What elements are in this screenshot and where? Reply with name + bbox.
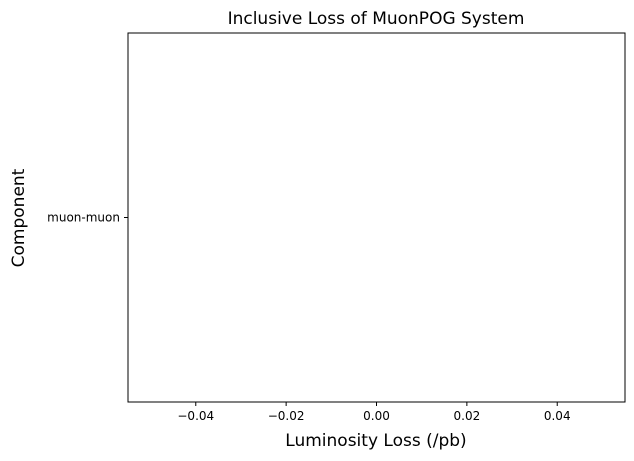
plot-frame bbox=[127, 32, 626, 403]
x-axis-label: Luminosity Loss (/pb) bbox=[285, 431, 466, 451]
y-axis: muon-muon bbox=[47, 211, 128, 225]
y-axis-label: Component bbox=[9, 168, 29, 267]
x-tick-label: 0.04 bbox=[544, 409, 571, 423]
x-axis: −0.04 −0.02 0.00 0.02 0.04 bbox=[177, 402, 571, 423]
y-tick-label: muon-muon bbox=[47, 211, 120, 225]
x-tick-label: 0.02 bbox=[454, 409, 481, 423]
chart-title: Inclusive Loss of MuonPOG System bbox=[228, 9, 525, 29]
x-tick-label: 0.00 bbox=[363, 409, 390, 423]
x-tick-label: −0.02 bbox=[268, 409, 305, 423]
x-tick-label: −0.04 bbox=[177, 409, 214, 423]
